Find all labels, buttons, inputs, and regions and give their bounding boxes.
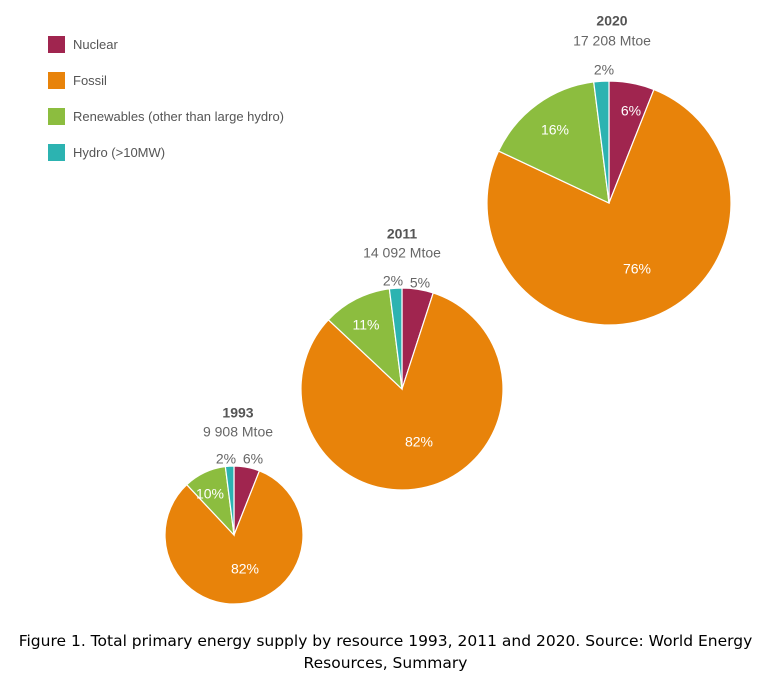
pie-1993: 6% 82% 10% 2% 1993 9 908 Mtoe bbox=[164, 405, 304, 605]
pie-title-2020: 2020 bbox=[596, 13, 627, 29]
slice-label-2020-nuclear: 6% bbox=[621, 103, 641, 119]
legend-swatch-renewables bbox=[48, 107, 65, 125]
legend-item-fossil: Fossil bbox=[48, 71, 107, 89]
pie-total-2011: 14 092 Mtoe bbox=[363, 245, 441, 261]
slice-2020-hydro-10mw bbox=[593, 80, 610, 204]
slice-label-1993-fossil: 82% bbox=[231, 561, 259, 577]
slice-label-2020-fossil: 76% bbox=[623, 261, 651, 277]
legend-label-hydro: Hydro (>10MW) bbox=[73, 144, 166, 160]
slice-label-1993-hydro-10mw: 2% bbox=[216, 451, 236, 467]
pie-total-2020: 17 208 Mtoe bbox=[573, 33, 651, 49]
slice-label-2020-hydro-10mw: 2% bbox=[594, 62, 614, 78]
slice-1993-fossil bbox=[164, 470, 304, 605]
slice-label-1993-renewables-other-than-large-hydro: 10% bbox=[196, 486, 224, 502]
legend-item-hydro: Hydro (>10MW) bbox=[48, 143, 165, 161]
legend-label-nuclear: Nuclear bbox=[73, 36, 118, 52]
legend-swatch-hydro bbox=[48, 143, 65, 161]
pie-2011: 5% 82% 11% 2% 2011 14 092 Mtoe bbox=[300, 226, 504, 491]
pie-title-1993: 1993 bbox=[222, 405, 253, 421]
pie-title-2011: 2011 bbox=[387, 226, 418, 242]
slice-label-1993-nuclear: 6% bbox=[243, 451, 263, 467]
legend-swatch-fossil bbox=[48, 71, 65, 89]
slice-2020-renewables-other-than-large-hydro bbox=[497, 81, 610, 205]
slice-2011-renewables-other-than-large-hydro bbox=[327, 288, 403, 391]
legend-label-renewables: Renewables (other than large hydro) bbox=[73, 108, 285, 124]
pie-total-1993: 9 908 Mtoe bbox=[203, 424, 273, 440]
figure-caption: Figure 1. Total primary energy supply by… bbox=[18, 632, 753, 672]
slice-1993-hydro-10mw bbox=[224, 465, 235, 536]
slice-label-2020-renewables-other-than-large-hydro: 16% bbox=[541, 122, 569, 138]
legend-item-nuclear: Nuclear bbox=[48, 35, 118, 53]
slice-2011-hydro-10mw bbox=[388, 287, 403, 390]
slice-label-2011-fossil: 82% bbox=[405, 434, 433, 450]
slice-label-2011-nuclear: 5% bbox=[410, 275, 430, 291]
slice-2020-fossil bbox=[486, 88, 732, 326]
legend-label-fossil: Fossil bbox=[73, 72, 107, 88]
pie-chart-canvas: 6% 82% 10% 2% 1993 9 908 Mtoe 5% 82% 11% 2% 2011 14… bbox=[164, 13, 732, 605]
slice-label-2011-hydro-10mw: 2% bbox=[383, 273, 403, 289]
slice-label-2011-renewables-other-than-large-hydro: 11% bbox=[353, 317, 380, 333]
legend-item-renewables: Renewables (other than large hydro) bbox=[48, 107, 284, 125]
legend-swatch-nuclear bbox=[48, 35, 65, 53]
pie-2020: 6% 76% 16% 2% 2020 17 208 Mtoe bbox=[486, 13, 732, 326]
